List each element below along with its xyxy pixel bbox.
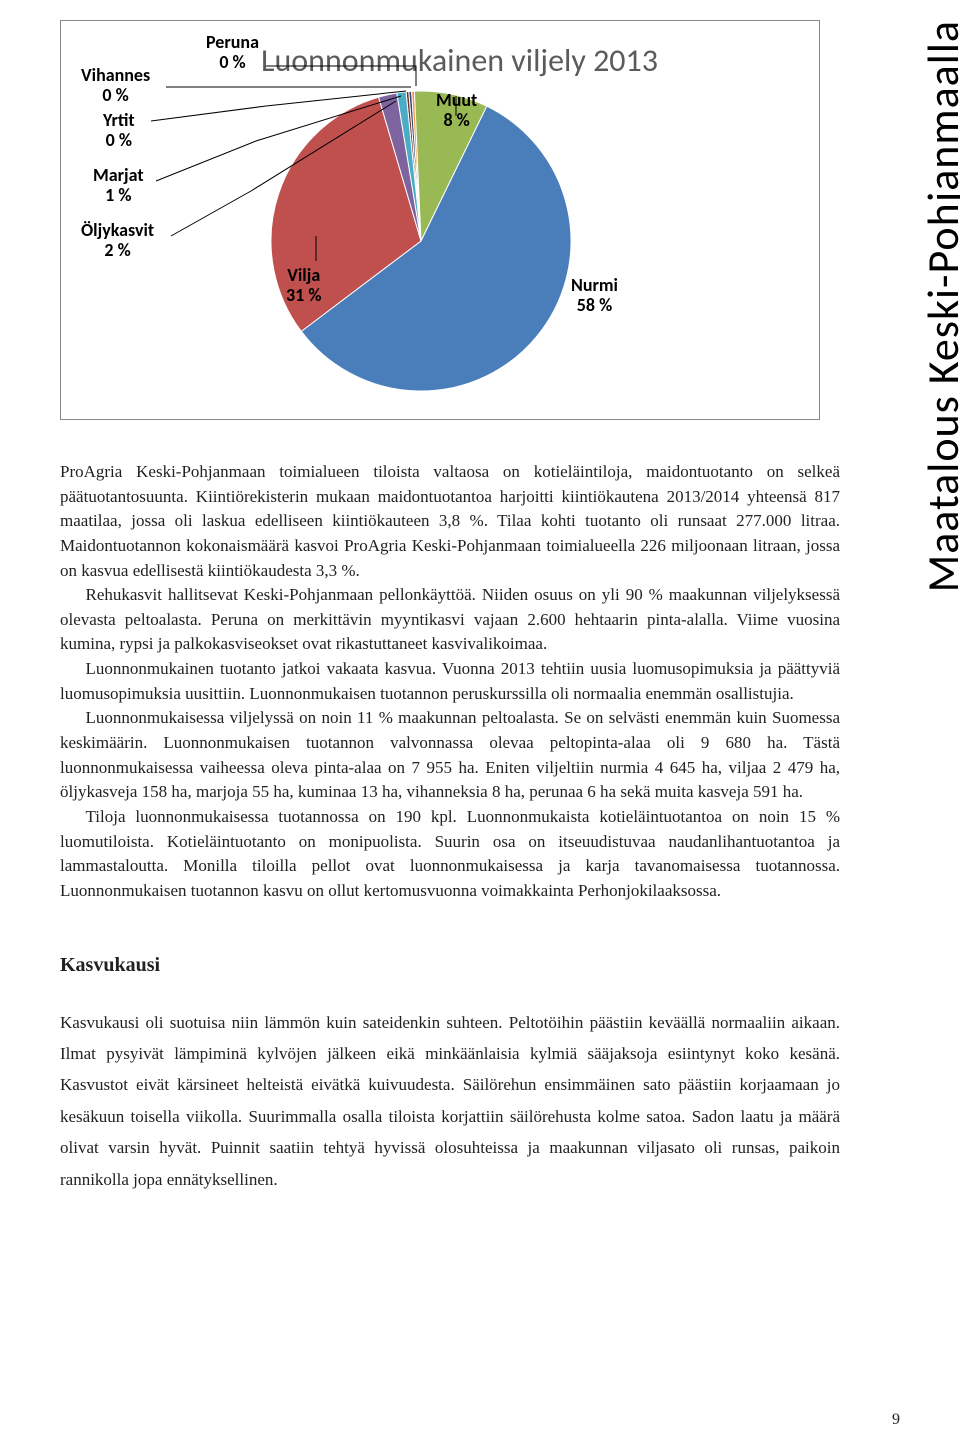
paragraph-4: Luonnonmukaisessa viljelyssä on noin 11 …: [60, 706, 840, 805]
pie-label-yrtit: Yrtit0 %: [103, 111, 135, 151]
pie-label-vihannes: Vihannes0 %: [81, 66, 150, 106]
pie-label-nurmi: Nurmi58 %: [571, 276, 618, 316]
pie-label-marjat: Marjat1 %: [93, 166, 144, 206]
pie-label-peruna: Peruna0 %: [206, 33, 259, 73]
page-number: 9: [892, 1411, 900, 1429]
pie-chart-container: Luonnonmukainen viljely 2013 Peruna0 % V…: [60, 20, 820, 420]
section-heading-kasvukausi: Kasvukausi: [60, 954, 840, 977]
pie-label-oljykasvit: Öljykasvit2 %: [81, 221, 154, 261]
vertical-page-label: Maatalous Keski-Pohjanmaalla: [916, 20, 960, 592]
paragraph-2: Rehukasvit hallitsevat Keski-Pohjanmaan …: [60, 583, 840, 657]
paragraph-3: Luonnonmukainen tuotanto jatkoi vakaata …: [60, 657, 840, 706]
paragraph-1: ProAgria Keski-Pohjanmaan toimialueen ti…: [60, 460, 840, 583]
pie-label-muut: Muut8 %: [436, 91, 477, 131]
paragraph-5: Tiloja luonnonmukaisessa tuotannossa on …: [60, 805, 840, 904]
body-text-block: ProAgria Keski-Pohjanmaan toimialueen ti…: [60, 460, 840, 904]
pie-label-vilja: Vilja31 %: [286, 266, 321, 306]
section-body-kasvukausi: Kasvukausi oli suotuisa niin lämmön kuin…: [60, 1007, 840, 1196]
